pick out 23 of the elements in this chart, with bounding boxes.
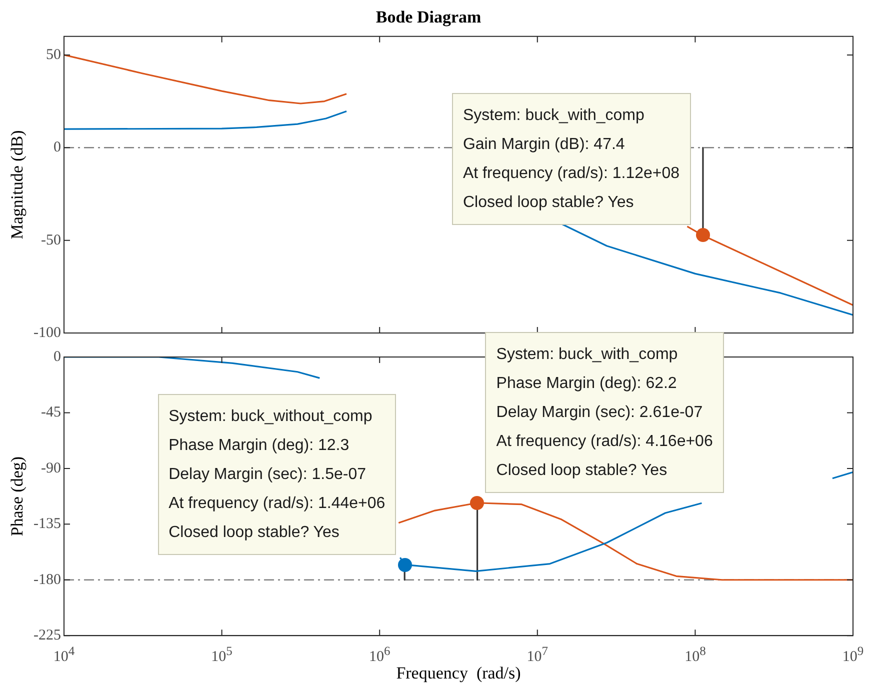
x-tick-label: 10$^{9}$ (842, 642, 864, 666)
y-tick-label: 0 (54, 348, 61, 365)
y-tick-label: -225 (34, 628, 61, 644)
x-tick-label: 10$^{7}$ (526, 642, 548, 666)
y-tick-label: -100 (34, 324, 61, 341)
y-tick-label: 0 (54, 140, 61, 156)
x-axis-title: Frequency (rad/s) (396, 663, 521, 682)
x-tick-label: 10$^{5}$ (211, 642, 232, 666)
y-tick-label: -180 (34, 572, 61, 588)
x-tick-label: 10$^{4}$ (53, 642, 75, 666)
annotation: System: buck_with_comp Gain Margin (dB): 47.4 At frequency (rad/s): 1.12e+08 Closed loop stable? Yes (452, 93, 691, 226)
y-tick-label: -135 (34, 516, 61, 532)
y-tick-label: 50 (46, 46, 61, 63)
y-axis-title: Magnitude (dB) (8, 130, 27, 240)
y-tick-label: -45 (41, 404, 61, 421)
y-tick-label: -50 (41, 232, 61, 248)
x-tick-label: 10$^{8}$ (684, 642, 706, 666)
y-tick-label: -90 (41, 460, 61, 476)
x-tick-label: 10$^{6}$ (368, 642, 390, 666)
y-axis-title: Phase (deg) (8, 456, 27, 536)
annotation: System: buck_without_comp Phase Margin (deg): 12.3 Delay Margin (sec): 1.5e-07 At frequency (rad/s): 1.44e+06 Closed loop stable? Yes (158, 394, 396, 555)
annotation: System: buck_with_comp Phase Margin (deg): 62.2 Delay Margin (sec): 2.61e-07 At frequency (rad/s): 4.16e+06 Closed loop stable? Yes (485, 332, 724, 493)
chart-title: Bode Diagram (376, 8, 482, 27)
